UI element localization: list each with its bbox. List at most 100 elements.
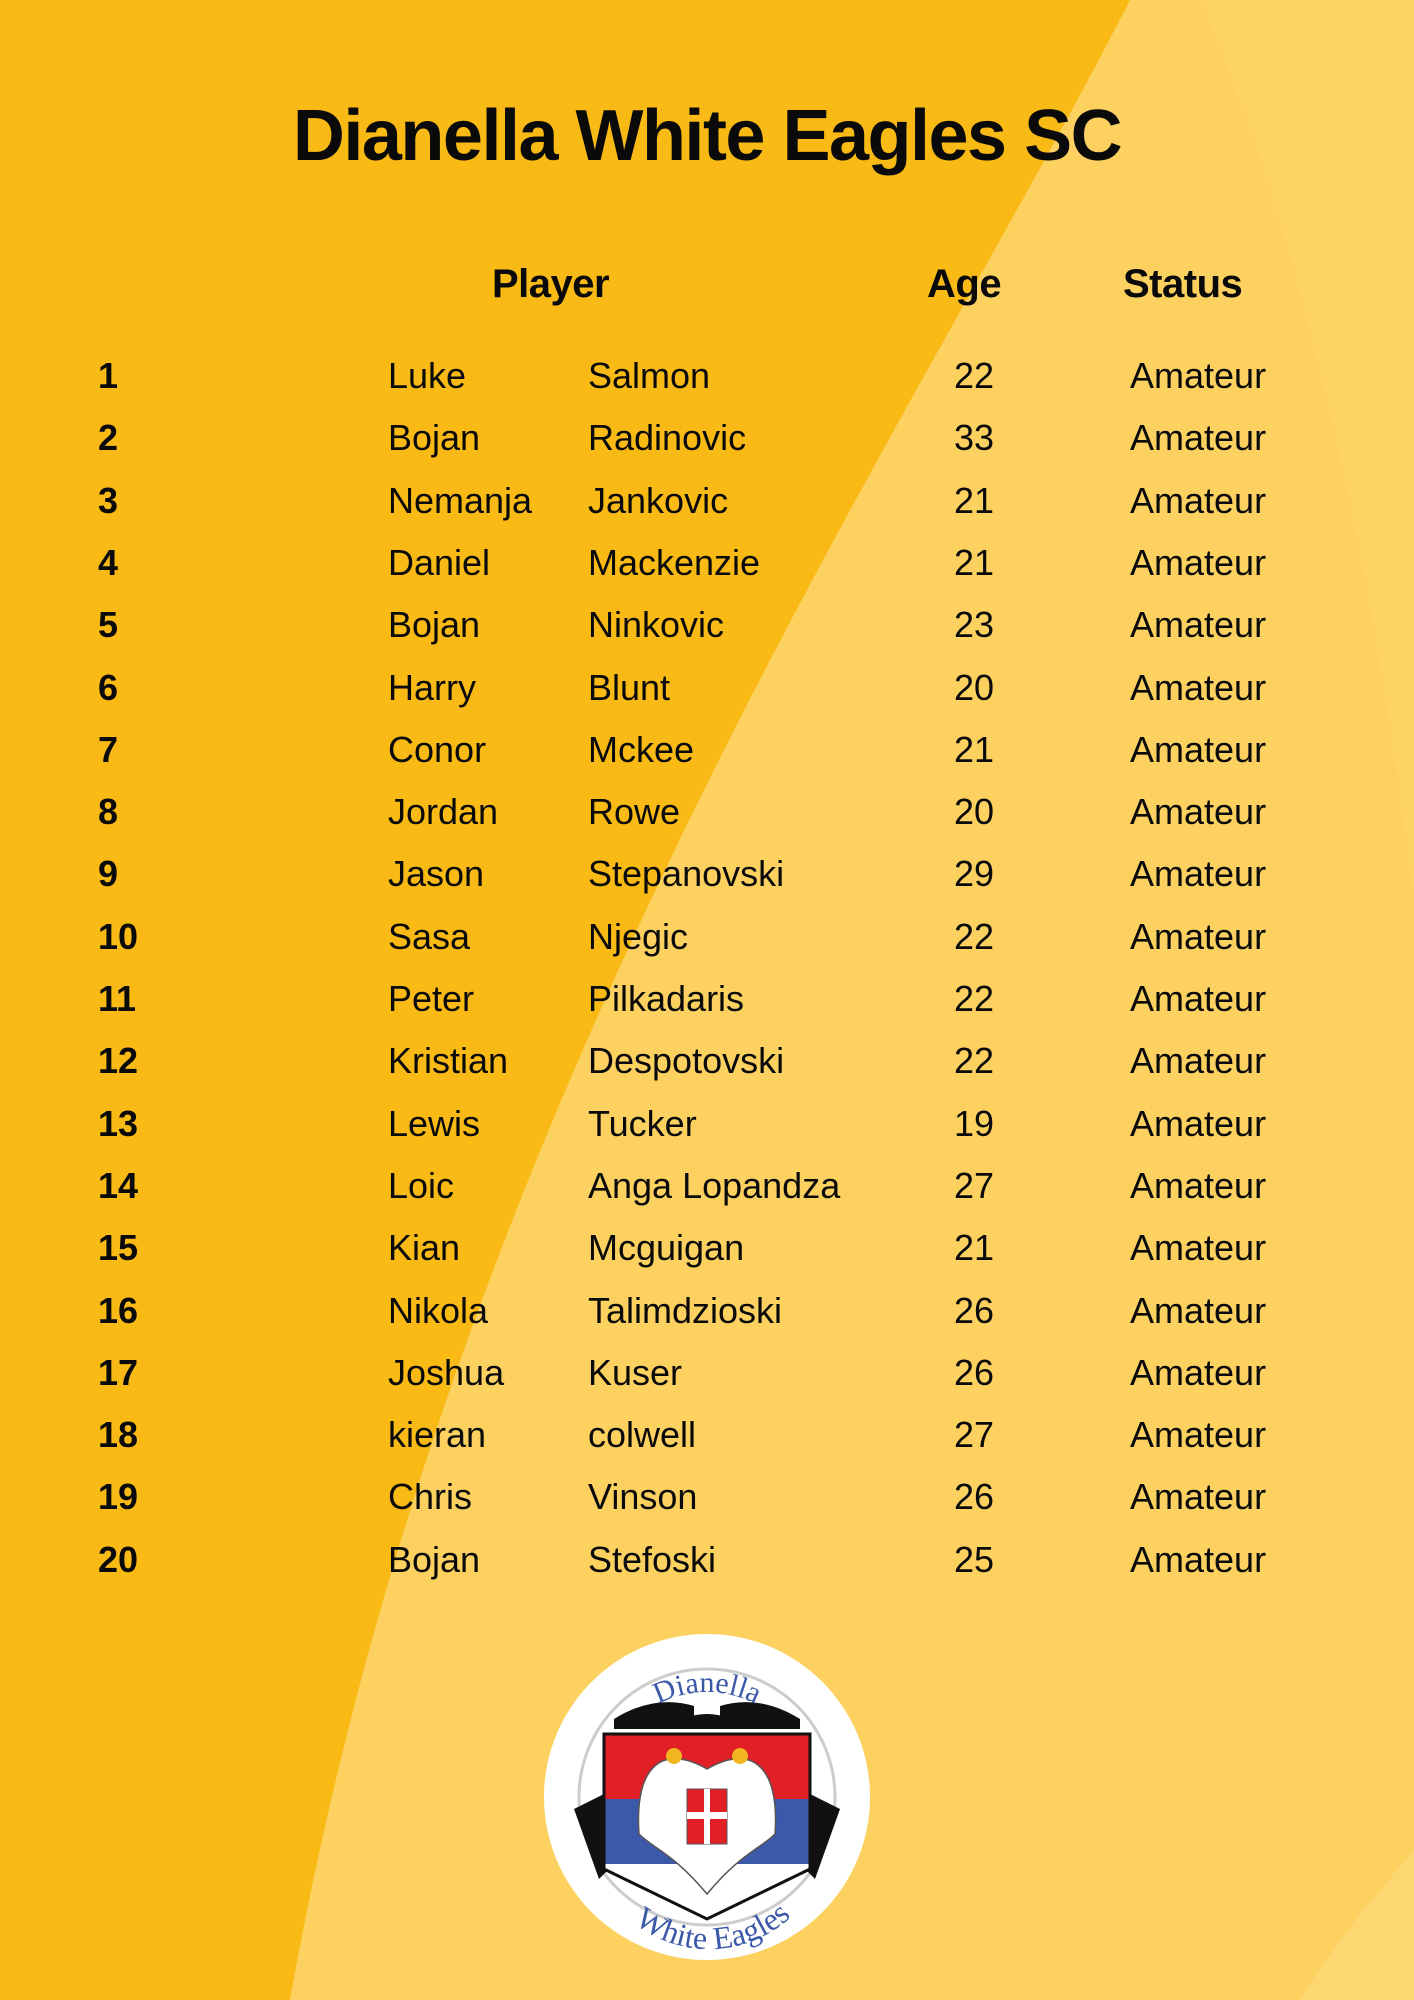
player-status: Amateur — [1130, 1538, 1267, 1580]
player-first-name: Sasa — [388, 915, 471, 957]
player-first-name: Nikola — [388, 1289, 489, 1331]
player-status: Amateur — [1130, 1040, 1267, 1082]
player-number: 6 — [98, 666, 119, 708]
table-row: 9 Jason Stepanovski 29 Amateur — [0, 853, 1414, 915]
player-last-name: Tucker — [588, 1102, 697, 1144]
player-age: 20 — [954, 791, 995, 833]
player-age: 25 — [954, 1538, 995, 1580]
table-row: 6 Harry Blunt 20 Amateur — [0, 667, 1414, 729]
player-first-name: Bojan — [388, 417, 481, 459]
player-age: 22 — [954, 915, 995, 957]
table-row: 10 Sasa Njegic 22 Amateur — [0, 916, 1414, 978]
player-number: 10 — [98, 915, 139, 957]
player-status: Amateur — [1130, 1102, 1267, 1144]
player-first-name: Lewis — [388, 1102, 481, 1144]
player-age: 27 — [954, 1414, 995, 1456]
player-number: 11 — [98, 978, 137, 1019]
player-last-name: Njegic — [588, 915, 689, 957]
player-last-name: Blunt — [588, 666, 671, 708]
table-row: 13 Lewis Tucker 19 Amateur — [0, 1103, 1414, 1165]
player-status: Amateur — [1130, 541, 1267, 583]
player-last-name: Radinovic — [588, 417, 747, 459]
background-highlight-bottom — [1300, 1850, 1414, 2000]
player-first-name: Luke — [388, 355, 467, 396]
player-age: 20 — [954, 666, 995, 708]
player-first-name: Harry — [388, 666, 476, 708]
background-highlight — [1200, 0, 1414, 900]
player-age: 21 — [954, 728, 995, 770]
player-first-name: Bojan — [388, 1538, 481, 1580]
player-last-name: Salmon — [588, 355, 711, 396]
player-age: 26 — [954, 1289, 995, 1331]
player-last-name: Stefoski — [588, 1538, 717, 1580]
player-age: 26 — [954, 1351, 995, 1393]
table-row: 11 Peter Pilkadaris 22 Amateur — [0, 978, 1414, 1040]
player-number: 16 — [98, 1289, 139, 1331]
player-last-name: colwell — [588, 1414, 697, 1456]
table-row: 5 Bojan Ninkovic 23 Amateur — [0, 604, 1414, 666]
player-age: 21 — [954, 479, 995, 521]
table-row: 2 Bojan Radinovic 33 Amateur — [0, 417, 1414, 479]
player-number: 15 — [98, 1227, 139, 1269]
table-row: 15 Kian Mcguigan 21 Amateur — [0, 1227, 1414, 1289]
player-first-name: Conor — [388, 728, 487, 770]
player-age: 26 — [954, 1476, 995, 1518]
player-number: 19 — [98, 1476, 139, 1518]
player-last-name: Pilkadaris — [588, 978, 745, 1019]
player-last-name: Jankovic — [588, 479, 729, 521]
player-number: 9 — [98, 853, 119, 895]
player-age: 22 — [954, 355, 995, 396]
header-status: Status — [1123, 262, 1243, 306]
table-row: 16 Nikola Talimdzioski 26 Amateur — [0, 1290, 1414, 1352]
table-row: 14 Loic Anga Lopandza 27 Amateur — [0, 1165, 1414, 1227]
table-row: 19 Chris Vinson 26 Amateur — [0, 1476, 1414, 1538]
player-last-name: Stepanovski — [588, 853, 785, 895]
table-row: 20 Bojan Stefoski 25 Amateur — [0, 1539, 1414, 1601]
player-status: Amateur — [1130, 1414, 1267, 1456]
player-last-name: Anga Lopandza — [588, 1164, 841, 1206]
player-age: 27 — [954, 1164, 995, 1206]
player-age: 21 — [954, 541, 995, 583]
player-number: 13 — [98, 1102, 139, 1144]
player-status: Amateur — [1130, 1227, 1267, 1269]
player-first-name: Jason — [388, 853, 485, 895]
player-last-name: Despotovski — [588, 1040, 785, 1082]
club-logo: Dianella White Eagles — [544, 1634, 870, 1960]
table-row: 17 Joshua Kuser 26 Amateur — [0, 1352, 1414, 1414]
player-first-name: Jordan — [388, 791, 499, 833]
player-first-name: Joshua — [388, 1351, 505, 1393]
player-first-name: kieran — [388, 1414, 487, 1456]
player-last-name: Vinson — [588, 1476, 698, 1518]
table-row: 4 Daniel Mackenzie 21 Amateur — [0, 542, 1414, 604]
player-number: 12 — [98, 1040, 139, 1082]
player-number: 18 — [98, 1414, 139, 1456]
player-first-name: Bojan — [388, 604, 481, 646]
player-number: 7 — [98, 728, 119, 770]
player-status: Amateur — [1130, 978, 1267, 1019]
player-first-name: Peter — [388, 978, 475, 1019]
player-status: Amateur — [1130, 604, 1267, 646]
player-number: 20 — [98, 1538, 139, 1580]
player-status: Amateur — [1130, 1476, 1267, 1518]
player-age: 22 — [954, 978, 995, 1019]
player-status: Amateur — [1130, 417, 1267, 459]
player-age: 19 — [954, 1102, 995, 1144]
player-status: Amateur — [1130, 853, 1267, 895]
table-row: 12 Kristian Despotovski 22 Amateur — [0, 1040, 1414, 1102]
player-age: 33 — [954, 417, 995, 459]
player-number: 5 — [98, 604, 119, 646]
player-age: 21 — [954, 1227, 995, 1269]
player-age: 29 — [954, 853, 995, 895]
table-row: 1 Luke Salmon 22 Amateur — [0, 355, 1414, 417]
player-number: 2 — [98, 417, 119, 459]
player-status: Amateur — [1130, 1289, 1267, 1331]
page-title: Dianella White Eagles SC — [292, 96, 1123, 176]
player-status: Amateur — [1130, 479, 1267, 521]
table-row: 8 Jordan Rowe 20 Amateur — [0, 791, 1414, 853]
player-age: 23 — [954, 604, 995, 646]
player-last-name: Talimdzioski — [588, 1289, 783, 1331]
player-first-name: Daniel — [388, 541, 491, 583]
background-light-region — [290, 0, 1414, 2000]
player-last-name: Rowe — [588, 791, 681, 833]
